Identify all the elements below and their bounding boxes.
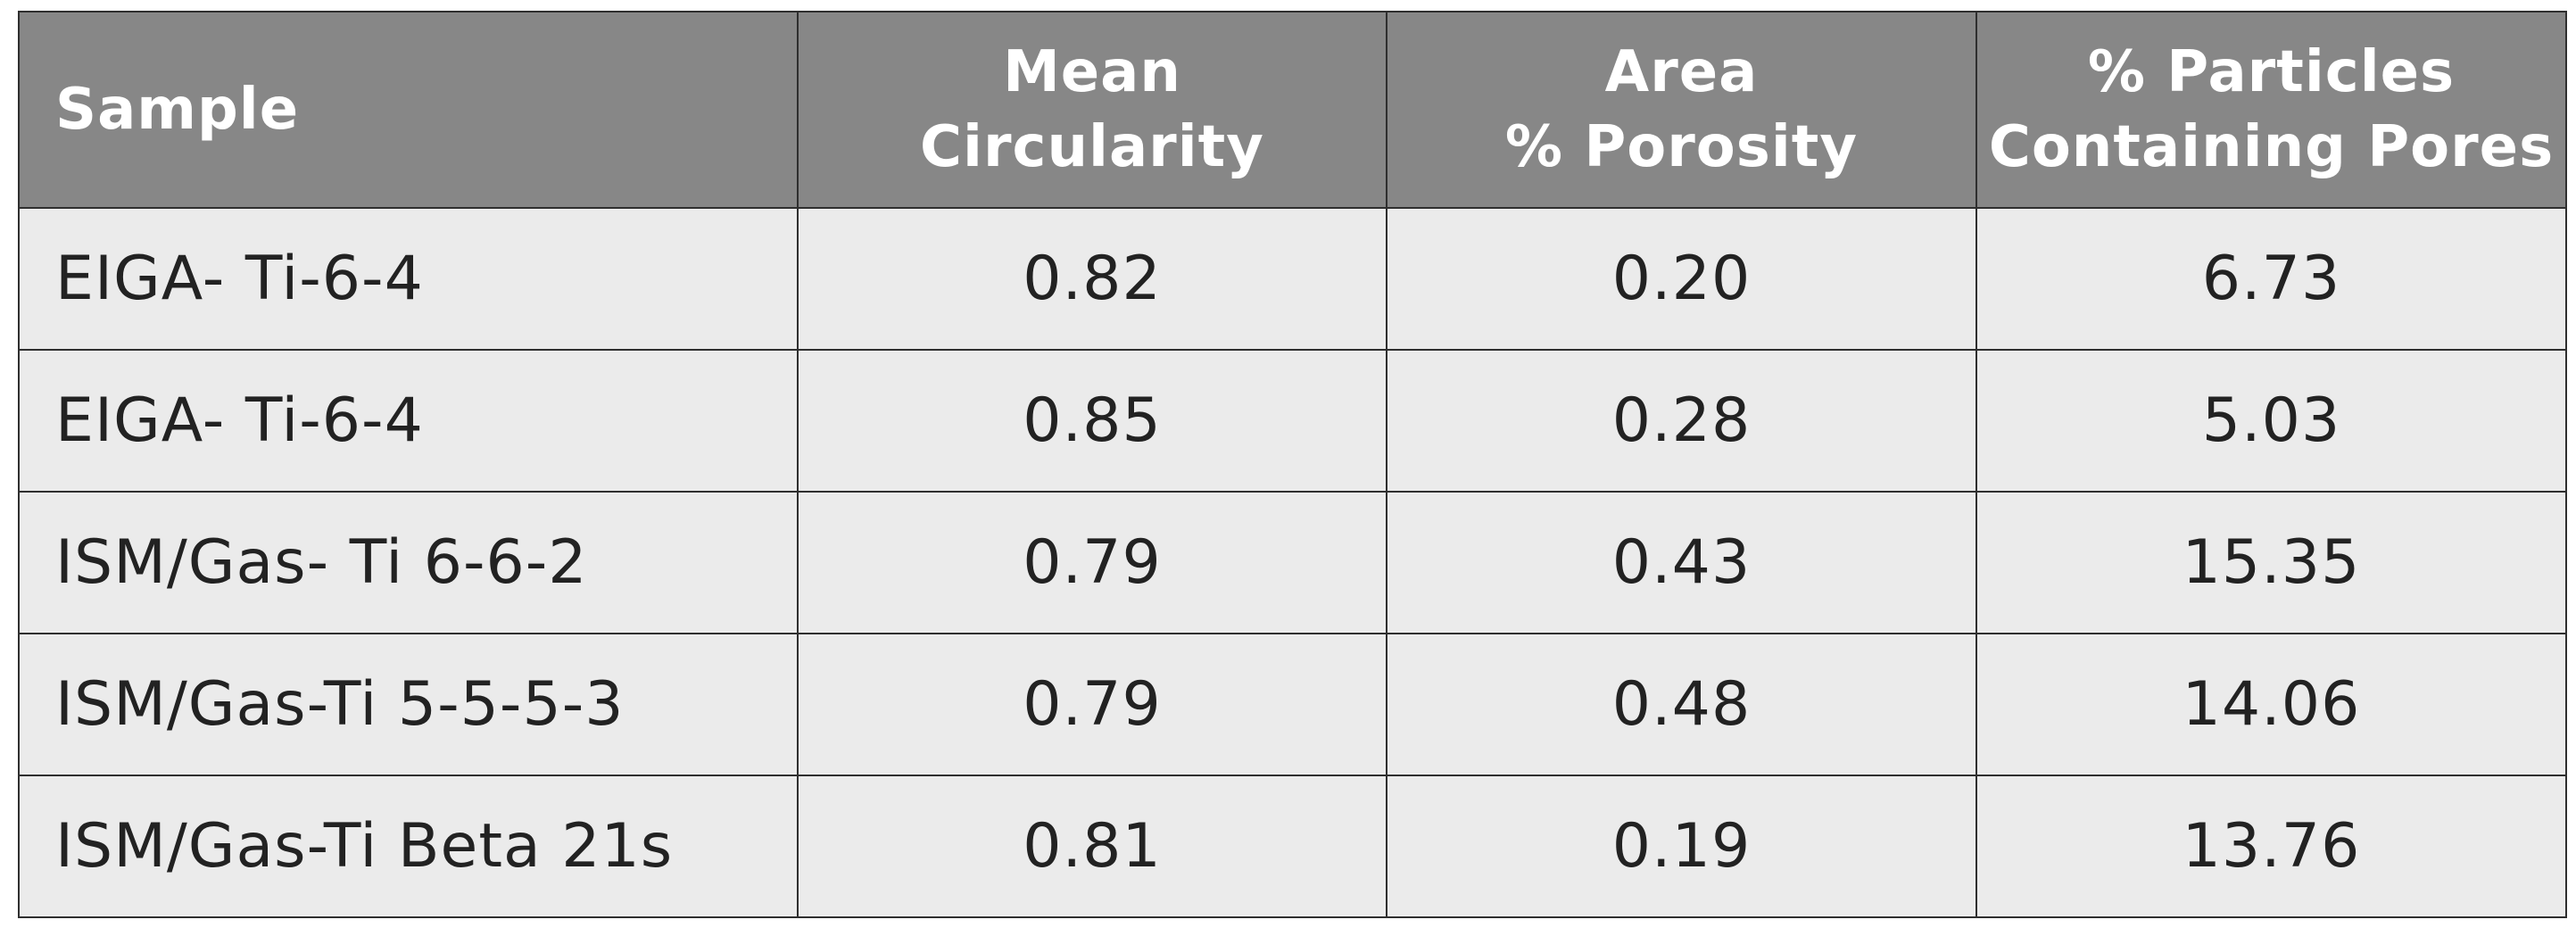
cell-particles-pores: 5.03 [1975,349,2567,493]
table-row: ISM/Gas-Ti Beta 21s 0.81 0.19 13.76 [18,775,2567,918]
cell-sample: EIGA- Ti-6-4 [18,207,799,351]
cell-sample: ISM/Gas-Ti Beta 21s [18,775,799,918]
cell-particles-pores: 6.73 [1975,207,2567,351]
header-area-porosity-line-1: Area [1604,39,1759,105]
table-row: ISM/Gas-Ti 5-5-5-3 0.79 0.48 14.06 [18,633,2567,776]
cell-mean-circularity: 0.79 [797,633,1387,776]
cell-mean-circularity: 0.79 [797,491,1387,634]
cell-particles-pores: 14.06 [1975,633,2567,776]
header-sample: Sample [18,11,799,209]
cell-sample: ISM/Gas- Ti 6-6-2 [18,491,799,634]
cell-mean-circularity: 0.82 [797,207,1387,351]
cell-sample: ISM/Gas-Ti 5-5-5-3 [18,633,799,776]
header-area-porosity: Area % Porosity [1386,11,1977,209]
header-row: Sample Mean Circularity Area % Porosity … [18,11,2567,209]
header-particles-line-2: Containing Pores [1988,114,2555,180]
table-row: EIGA- Ti-6-4 0.85 0.28 5.03 [18,349,2567,493]
cell-mean-circularity: 0.81 [797,775,1387,918]
cell-particles-pores: 13.76 [1975,775,2567,918]
cell-area-porosity: 0.19 [1386,775,1977,918]
cell-area-porosity: 0.20 [1386,207,1977,351]
header-particles-line-1: % Particles [2087,39,2456,105]
cell-sample: EIGA- Ti-6-4 [18,349,799,493]
table-row: ISM/Gas- Ti 6-6-2 0.79 0.43 15.35 [18,491,2567,634]
cell-area-porosity: 0.28 [1386,349,1977,493]
table-row: EIGA- Ti-6-4 0.82 0.20 6.73 [18,207,2567,351]
cell-mean-circularity: 0.85 [797,349,1387,493]
header-mean-circularity: Mean Circularity [797,11,1387,209]
cell-area-porosity: 0.43 [1386,491,1977,634]
powder-properties-table: Sample Mean Circularity Area % Porosity … [18,11,2567,918]
header-particles-containing-pores: % Particles Containing Pores [1975,11,2567,209]
header-mean-circularity-line-1: Mean [1003,39,1181,105]
cell-particles-pores: 15.35 [1975,491,2567,634]
cell-area-porosity: 0.48 [1386,633,1977,776]
header-area-porosity-line-2: % Porosity [1504,114,1859,180]
header-mean-circularity-line-2: Circularity [920,114,1264,180]
